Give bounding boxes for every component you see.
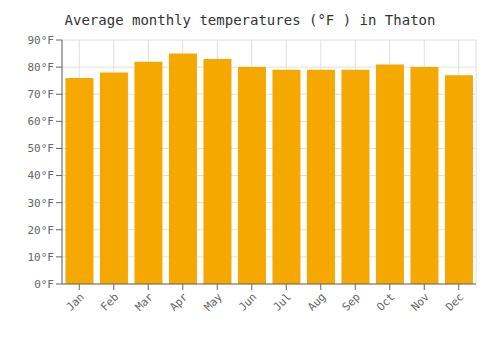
svg-text:90°F: 90°F (28, 34, 55, 47)
svg-text:Dec: Dec (443, 290, 466, 313)
svg-text:Nov: Nov (409, 290, 433, 314)
svg-text:60°F: 60°F (28, 115, 55, 128)
html-text:Average monthly temperatures (: Average monthly temperatures (°F ) in Th… (64, 12, 436, 28)
svg-text:80°F: 80°F (28, 61, 55, 74)
svg-text:70°F: 70°F (28, 88, 55, 101)
svg-text:Jan: Jan (64, 290, 87, 313)
svg-text:Apr: Apr (167, 290, 191, 314)
svg-text:Jun: Jun (236, 290, 259, 313)
svg-text:40°F: 40°F (28, 169, 55, 182)
svg-text:Jul: Jul (271, 290, 294, 313)
svg-text:50°F: 50°F (28, 142, 55, 155)
svg-text:Oct: Oct (374, 290, 397, 313)
svg-text:30°F: 30°F (28, 197, 55, 210)
svg-text:Feb: Feb (98, 290, 121, 313)
svg-text:10°F: 10°F (28, 251, 55, 264)
svg-text:Sep: Sep (340, 290, 363, 313)
svg-text:May: May (202, 290, 226, 314)
svg-text:0°F: 0°F (34, 278, 54, 291)
svg-text:20°F: 20°F (28, 224, 55, 237)
svg-text:Mar: Mar (133, 290, 157, 314)
svg-text:Aug: Aug (305, 290, 328, 313)
